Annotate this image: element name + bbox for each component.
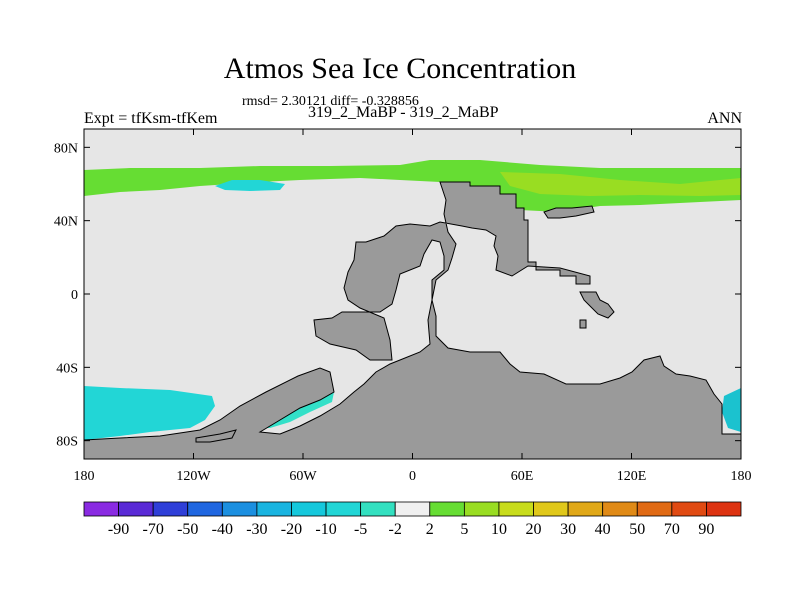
colorbar-label: -40 [212, 521, 233, 538]
land-mask-island [543, 205, 595, 219]
x-tick-label: 120E [617, 469, 647, 484]
y-tick-label: 40N [54, 215, 78, 230]
colorbar-label: 70 [664, 521, 680, 538]
y-tick-label: 40S [56, 361, 78, 376]
x-tick-label: 0 [409, 469, 416, 484]
x-tick-label: 180 [74, 469, 95, 484]
positive-difference-core [500, 172, 741, 196]
experiment-label: Expt = tfKsm-tfKem [84, 110, 218, 127]
colorbar-label: 20 [526, 521, 542, 538]
colorbar-swatch [706, 501, 742, 517]
colorbar-label: 50 [629, 521, 645, 538]
colorbar-swatch [429, 501, 465, 517]
land-mask-south-cape [195, 429, 237, 443]
x-tick-label: 60W [289, 469, 317, 484]
colorbar-swatch [567, 501, 604, 517]
land-mask [83, 181, 742, 460]
colorbar-label: 90 [698, 521, 714, 538]
colorbar-swatch [256, 501, 292, 517]
case-label: 319_2_MaBP - 319_2_MaBP [308, 104, 499, 121]
colorbar-label: 10 [491, 521, 507, 538]
colorbar-swatch [636, 501, 673, 517]
colorbar-label: 40 [595, 521, 611, 538]
map-panel [83, 128, 742, 460]
x-tick-label: 60E [511, 469, 534, 484]
season-label: ANN [707, 110, 742, 127]
colorbar-swatch [291, 501, 327, 517]
colorbar-label: -50 [177, 521, 198, 538]
x-tick-label: 180 [731, 469, 752, 484]
colorbar-label: -90 [108, 521, 129, 538]
colorbar-label: 30 [560, 521, 576, 538]
plot-title: Atmos Sea Ice Concentration [223, 52, 577, 85]
colorbar-label: 5 [460, 521, 468, 538]
land-mask-peninsula [579, 291, 615, 319]
colorbar-swatch [152, 501, 189, 517]
y-tick-label: 0 [71, 288, 78, 303]
y-tick-label: 80N [54, 141, 78, 156]
stats-label: rmsd= 2.30121 diff= -0.328856 [242, 94, 419, 109]
colorbar-swatch [498, 501, 534, 517]
colorbar-swatch [187, 501, 223, 517]
y-axis: 80N 40N 0 40S 80S [54, 141, 741, 450]
colorbar-label: -70 [142, 521, 163, 538]
colorbar-label: -2 [389, 521, 402, 538]
colorbar-swatch [394, 501, 431, 517]
colorbar: -90 -70 -50 -40 -30 -20 -10 -5 -2 2 5 10 20 30 40 50 70 9… [83, 501, 742, 538]
colorbar-swatch [463, 501, 500, 517]
colorbar-swatch [671, 501, 707, 517]
negative-difference-north [215, 180, 285, 191]
negative-difference-south [84, 386, 215, 440]
colorbar-swatch [602, 501, 638, 517]
colorbar-swatch [360, 501, 396, 517]
colorbar-label: -10 [315, 521, 336, 538]
positive-difference-region [84, 160, 741, 212]
y-tick-label: 80S [56, 435, 78, 450]
colorbar-swatch [118, 501, 154, 517]
negative-difference-east [722, 388, 741, 432]
colorbar-label: 2 [426, 521, 434, 538]
x-tick-label: 120W [176, 469, 211, 484]
colorbar-label: -20 [281, 521, 302, 538]
land-mask-isle [579, 319, 587, 329]
colorbar-swatch [533, 501, 569, 517]
x-axis: 180 120W 60W 0 60E 120E 180 [74, 129, 752, 484]
colorbar-swatch [221, 501, 258, 517]
colorbar-swatch [325, 501, 362, 517]
colorbar-swatch [83, 501, 119, 517]
colorbar-label: -5 [354, 521, 367, 538]
colorbar-label: -30 [246, 521, 267, 538]
